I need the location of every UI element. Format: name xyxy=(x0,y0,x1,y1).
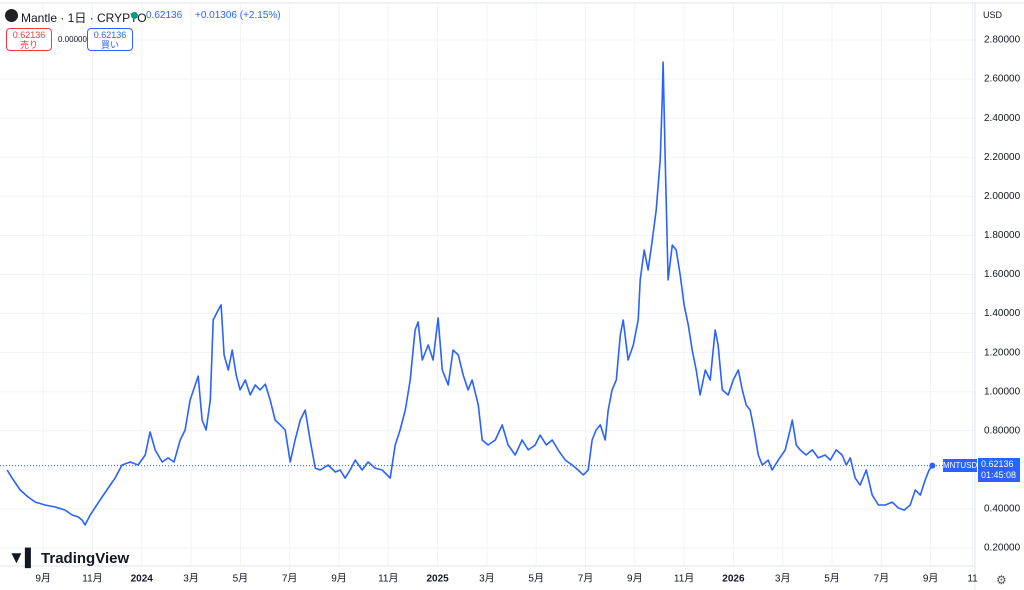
sell-price: 0.62136 xyxy=(12,30,46,40)
y-tick-label: 1.80000 xyxy=(984,230,1021,241)
last-point xyxy=(929,462,936,469)
x-tick-label: 11月 xyxy=(674,573,694,585)
spread: 0.00000 xyxy=(58,35,87,44)
x-tick-label: 5月 xyxy=(528,573,544,585)
x-tick-label: 9月 xyxy=(331,573,347,585)
y-tick-label: 0.80000 xyxy=(984,425,1021,436)
y-tick-label: 1.20000 xyxy=(984,347,1021,358)
y-tick-label: 2.20000 xyxy=(984,152,1021,163)
sell-button[interactable]: 0.62136 売り xyxy=(6,28,52,51)
settings-icon[interactable]: ⚙ xyxy=(996,573,1007,587)
y-tick-label: 2.40000 xyxy=(984,113,1021,124)
y-tick-label: 1.60000 xyxy=(984,269,1021,280)
x-tick-label: 2026 xyxy=(722,574,745,585)
x-tick-label: 2024 xyxy=(131,574,154,585)
x-tick-label: 3月 xyxy=(479,573,495,585)
sell-label: 売り xyxy=(19,40,38,50)
watermark: ▼▌ TradingView xyxy=(8,548,129,568)
symbol-icon xyxy=(5,9,18,22)
market-status xyxy=(131,12,138,19)
price-tag-value: 0.62136 xyxy=(981,459,1014,469)
ticker-tag: MNTUSD xyxy=(943,459,978,472)
buy-label: 買い xyxy=(100,40,119,50)
price-change: +0.01306 (+2.15%) xyxy=(195,10,281,21)
y-tick-label: 1.40000 xyxy=(984,308,1021,319)
x-tick-label: 11月 xyxy=(82,573,102,585)
currency[interactable]: USD xyxy=(983,10,1003,20)
x-tick-label: 7月 xyxy=(874,573,890,585)
x-tick-label: 5月 xyxy=(824,573,840,585)
x-tick-label: 3月 xyxy=(775,573,791,585)
last-price: 0.62136 xyxy=(146,10,183,21)
y-tick-label: 2.80000 xyxy=(984,35,1021,46)
price-tag: 0.62136 01:45:08 xyxy=(978,458,1020,482)
x-tick-label: 7月 xyxy=(578,573,594,585)
y-tick-label: 2.60000 xyxy=(984,74,1021,85)
y-tick-label: 1.00000 xyxy=(984,386,1021,397)
x-tick-label: 7月 xyxy=(282,573,298,585)
price-line xyxy=(6,61,934,526)
symbol-title[interactable]: Mantle · 1日 · CRYPTO xyxy=(21,11,147,25)
x-tick-label: 9月 xyxy=(35,573,51,585)
x-tick-label: 11 xyxy=(967,574,978,585)
plot-layer: 0.200000.400000.600000.800001.000001.200… xyxy=(0,35,1021,585)
x-tick-label: 11月 xyxy=(378,573,398,585)
x-tick-label: 9月 xyxy=(627,573,643,585)
x-tick-label: 9月 xyxy=(923,573,939,585)
buy-price: 0.62136 xyxy=(93,30,127,40)
x-tick-label: 2025 xyxy=(426,574,449,585)
x-tick-label: 5月 xyxy=(233,573,249,585)
y-tick-label: 0.40000 xyxy=(984,504,1021,515)
watermark-text: TradingView xyxy=(41,550,130,567)
buy-button[interactable]: 0.62136 買い xyxy=(87,28,133,51)
y-tick-label: 0.20000 xyxy=(984,543,1021,554)
logo: ▼▌ xyxy=(8,548,37,567)
countdown: 01:45:08 xyxy=(981,470,1017,480)
x-tick-label: 3月 xyxy=(183,573,199,585)
y-tick-label: 2.00000 xyxy=(984,191,1021,202)
